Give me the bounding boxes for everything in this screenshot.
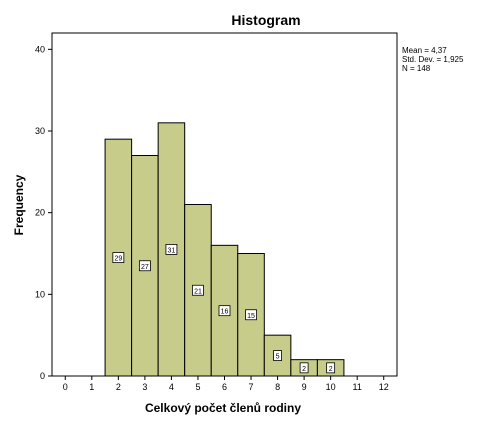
- data-label: 21: [194, 288, 202, 295]
- y-tick-label: 40: [35, 44, 45, 54]
- data-label-box: [165, 244, 178, 255]
- x-tick-label: 4: [169, 382, 174, 392]
- stat-n: N = 148: [402, 64, 431, 73]
- data-label: 16: [221, 309, 229, 316]
- x-axis-label: Celkový počet členů rodiny: [145, 401, 301, 415]
- x-tick-label: 10: [326, 382, 336, 392]
- data-label-box: [192, 284, 204, 296]
- x-tick-label: 12: [379, 382, 389, 392]
- x-tick-label: 3: [142, 382, 147, 392]
- stat-std-dev: Std. Dev. = 1,925: [402, 55, 464, 64]
- data-label: 31: [168, 247, 176, 254]
- x-tick-label: 9: [302, 382, 307, 392]
- x-tick-label: 0: [63, 382, 68, 392]
- y-tick-label: 0: [40, 371, 45, 381]
- x-tick-label: 1: [89, 382, 94, 392]
- y-tick-label: 10: [35, 289, 45, 299]
- y-axis-ticks: 0 10 20 30 40: [35, 44, 52, 381]
- y-axis-label: Frequency: [12, 174, 26, 235]
- x-tick-label: 2: [116, 382, 121, 392]
- stat-mean: Mean = 4,37: [402, 46, 447, 55]
- data-label: 5: [276, 354, 280, 361]
- chart-title: Histogram: [231, 12, 300, 28]
- data-label: 2: [302, 366, 306, 373]
- x-tick-label: 5: [195, 382, 200, 392]
- x-tick-label: 6: [222, 382, 227, 392]
- data-label-box: [299, 362, 309, 374]
- data-label-box: [112, 252, 125, 263]
- x-tick-label: 11: [353, 382, 362, 392]
- data-label-box: [138, 260, 151, 272]
- data-label: 29: [114, 256, 122, 263]
- data-label: 27: [141, 264, 149, 271]
- y-tick-label: 30: [35, 126, 45, 136]
- data-label-box: [245, 309, 257, 321]
- x-tick-label: 8: [275, 382, 280, 392]
- data-labels-group: 29 27 31 21 16 15 5 2 2: [112, 244, 336, 374]
- data-label: 2: [329, 366, 333, 373]
- bars-group: [104, 122, 345, 377]
- data-label: 15: [247, 313, 255, 320]
- data-label-box: [218, 305, 231, 317]
- y-tick-label: 20: [35, 208, 45, 218]
- data-label-box: [326, 362, 336, 374]
- data-label-box: [273, 350, 282, 361]
- x-tick-label: 7: [249, 382, 254, 392]
- x-axis-ticks: 0 1 2 3 4 5 6 7 8 9 10 11 12: [63, 376, 389, 392]
- statistics-box: Mean = 4,37 Std. Dev. = 1,925 N = 148: [402, 46, 463, 73]
